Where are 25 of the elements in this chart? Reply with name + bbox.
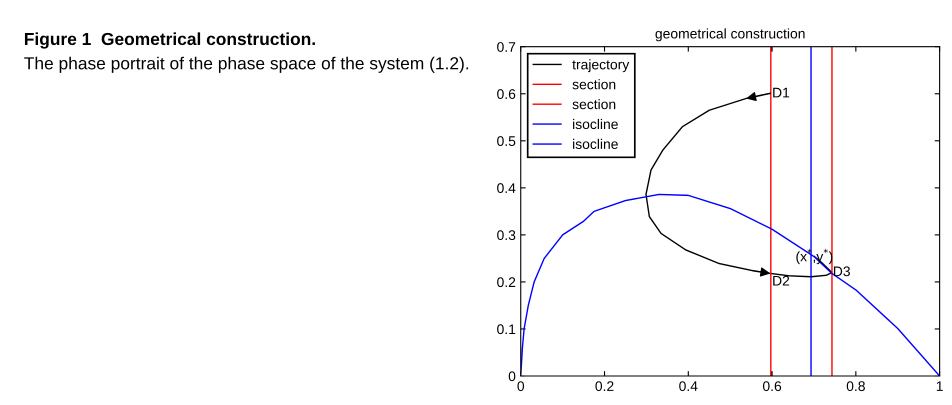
annotation: D3 xyxy=(834,266,850,276)
y-tick-label: 0.3 xyxy=(497,230,516,240)
x-tick-label: 0 xyxy=(517,381,524,392)
y-tick-label: 0.4 xyxy=(497,183,516,194)
y-tick-label: 0.2 xyxy=(497,277,516,288)
chart-title: geometrical construction xyxy=(656,28,805,42)
text: The phase portrait of the phase space of the system (1.2). xyxy=(24,56,468,73)
y-tick-label: 0 xyxy=(508,371,516,382)
x-tick-label: 0.8 xyxy=(846,381,865,392)
caption: Figure 1 Geometrical construction. xyxy=(24,32,315,49)
x-tick-label: 0.6 xyxy=(762,381,782,392)
x-tick-label: 0.2 xyxy=(595,381,614,392)
annotation: D2 xyxy=(773,276,790,286)
y-tick-label: 0.7 xyxy=(497,42,516,52)
annotation: D1 xyxy=(773,88,790,98)
legend-label: section xyxy=(572,99,616,110)
legend-label: trajectory xyxy=(572,59,630,72)
legend-label: section xyxy=(572,79,616,90)
x-tick-label: 1 xyxy=(936,381,943,391)
x-tick-label: 0.4 xyxy=(679,381,698,392)
legend-label: isocline xyxy=(573,118,618,130)
y-tick-label: 0.1 xyxy=(497,324,516,334)
y-tick-label: 0.5 xyxy=(497,136,516,146)
legend-label: isocline xyxy=(573,138,618,150)
y-tick-label: 0.6 xyxy=(497,89,516,99)
